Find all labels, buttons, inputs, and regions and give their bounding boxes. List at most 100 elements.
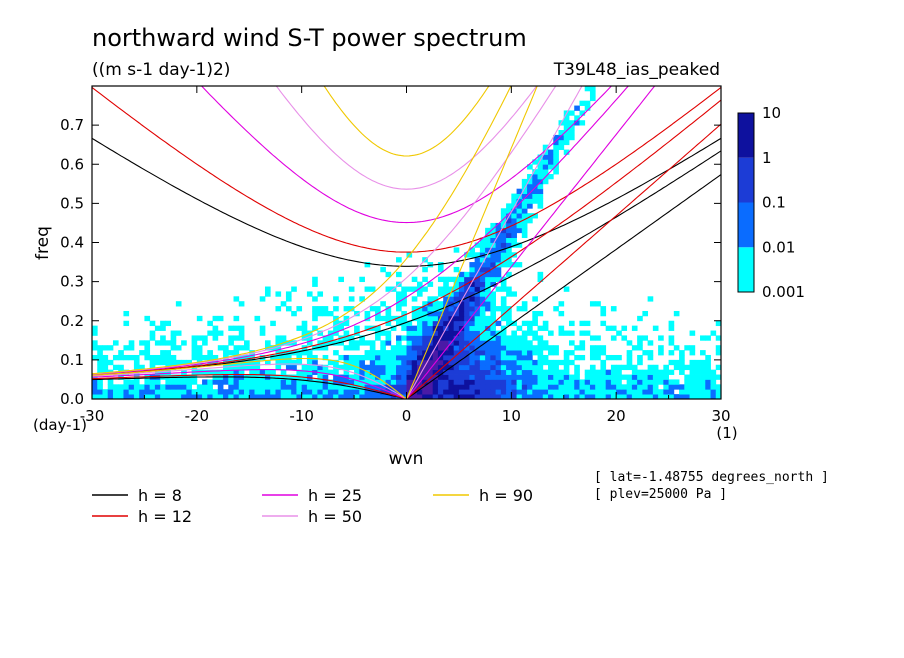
heat-cell	[679, 394, 685, 399]
heat-cell	[500, 242, 507, 248]
heat-cell	[296, 354, 303, 361]
heat-cell	[595, 350, 601, 356]
heat-cell	[563, 384, 570, 390]
heat-cell	[92, 325, 98, 331]
heat-cell	[244, 364, 250, 371]
heat-cell	[333, 364, 339, 371]
heat-cell	[280, 369, 287, 375]
heat-cell	[479, 335, 486, 341]
heat-cell	[207, 389, 213, 395]
heat-cell	[642, 335, 649, 341]
heat-cell	[432, 384, 439, 390]
heat-cell	[97, 384, 103, 390]
heat-cell	[354, 345, 360, 351]
heat-cell	[495, 227, 502, 234]
heat-cell	[474, 271, 481, 278]
heat-cell	[527, 369, 533, 375]
heat-cell	[385, 310, 392, 317]
heat-cell	[548, 350, 554, 356]
heat-cell	[563, 389, 570, 395]
heat-cell	[516, 262, 523, 268]
heat-cell	[285, 306, 292, 312]
heat-cell	[495, 354, 502, 361]
heat-cell	[443, 276, 449, 283]
dispersion-curves	[92, 86, 721, 399]
heat-cell	[416, 394, 423, 399]
ig-curve	[323, 86, 490, 157]
heat-cell	[715, 335, 721, 341]
heat-cell	[280, 379, 287, 385]
heat-cell	[548, 359, 554, 366]
heat-cell	[448, 296, 455, 302]
heat-cell	[432, 320, 439, 327]
heat-cell	[296, 384, 303, 390]
heat-cell	[359, 340, 365, 346]
heat-cell	[521, 384, 528, 390]
heat-cell	[301, 394, 308, 399]
heat-cell	[616, 394, 622, 399]
heat-cell	[390, 359, 397, 366]
heat-cell	[537, 276, 544, 283]
heat-cell	[443, 369, 449, 375]
heat-cell	[333, 296, 339, 302]
heat-cell	[684, 384, 690, 390]
heat-cell	[427, 374, 434, 380]
heat-cell	[542, 169, 549, 175]
heat-cell	[700, 364, 706, 371]
heat-cell	[506, 257, 512, 263]
heat-cell	[485, 242, 491, 248]
heat-cell	[238, 379, 245, 385]
heat-cell	[217, 330, 224, 336]
heat-cell	[532, 213, 538, 219]
heat-cell	[369, 286, 376, 292]
heat-cell	[490, 364, 497, 371]
heat-cell	[259, 379, 266, 385]
heat-cell	[647, 384, 654, 390]
heat-cell	[506, 262, 512, 268]
heat-cell	[254, 315, 261, 322]
heat-cell	[453, 359, 460, 366]
heat-cell	[165, 379, 172, 385]
heat-cell	[458, 330, 465, 336]
heat-cell	[160, 384, 166, 390]
heat-cell	[563, 359, 570, 366]
heat-cell	[102, 359, 109, 366]
heat-cell	[128, 354, 135, 361]
heat-cell	[207, 369, 213, 375]
heat-cell	[500, 394, 507, 399]
heat-cell	[322, 364, 329, 371]
heat-cell	[479, 389, 486, 395]
heat-cell	[589, 374, 596, 380]
heat-cell	[396, 301, 402, 307]
heat-cell	[595, 384, 601, 390]
heat-cell	[568, 134, 575, 141]
heat-cell	[679, 354, 685, 361]
heat-cell	[275, 389, 282, 395]
heat-cell	[464, 291, 470, 297]
heat-cell	[306, 291, 313, 297]
heat-cell	[464, 315, 470, 322]
heat-cell	[411, 394, 418, 399]
heat-cell	[668, 335, 675, 341]
heat-cell	[558, 330, 565, 336]
heat-cell	[689, 374, 696, 380]
heat-cell	[170, 359, 177, 366]
heat-cell	[490, 306, 497, 312]
heat-cell	[553, 369, 559, 375]
heat-cell	[217, 315, 224, 322]
heat-cell	[385, 359, 392, 366]
heat-cell	[500, 276, 507, 283]
heat-cell	[689, 389, 696, 395]
heat-cell	[527, 325, 533, 331]
heat-cell	[406, 384, 413, 390]
heat-cell	[406, 350, 413, 356]
heat-cell	[443, 350, 449, 356]
heat-cell	[694, 374, 701, 380]
heat-cell	[610, 364, 617, 371]
heat-cell	[453, 340, 460, 346]
heat-cell	[312, 359, 318, 366]
heat-cell	[112, 389, 119, 395]
heat-cell	[537, 183, 544, 190]
heat-cell	[338, 354, 344, 361]
heat-cell	[149, 379, 156, 385]
